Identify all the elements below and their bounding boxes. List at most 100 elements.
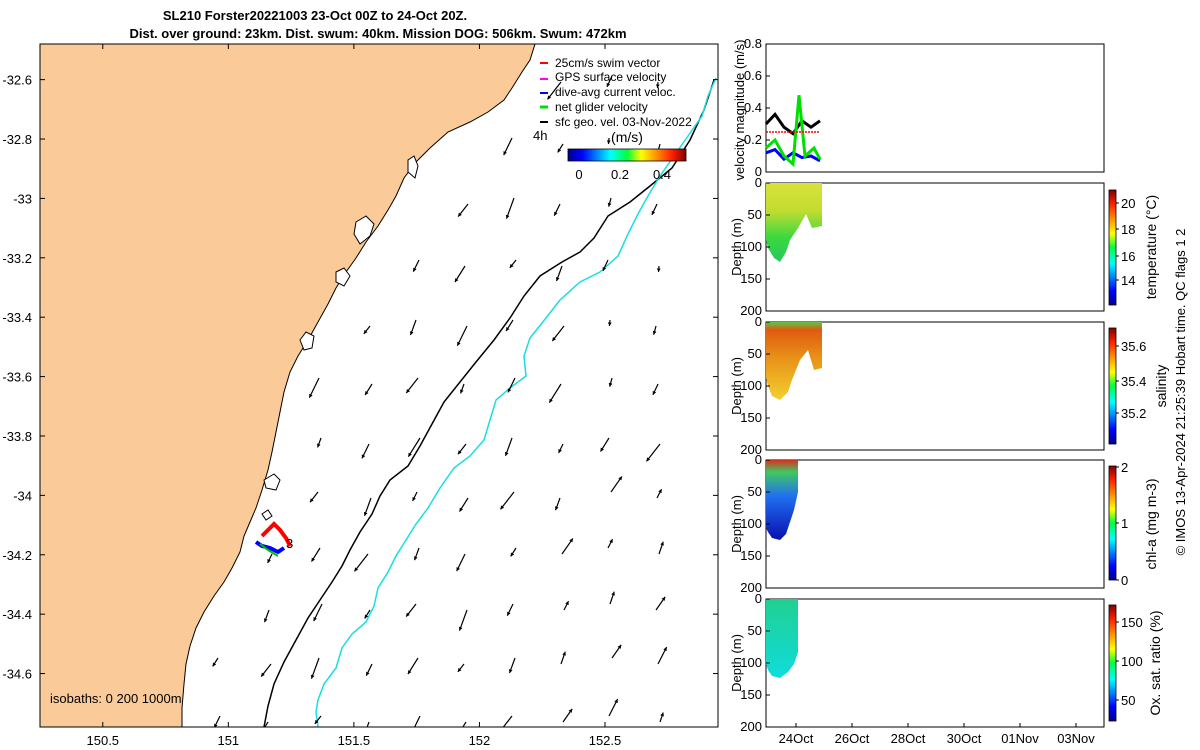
colorbar-tick-label: 18 (1121, 222, 1135, 237)
map-colorbar-tick: 0.4 (653, 167, 671, 182)
depth-tick-label: 0 (755, 452, 762, 467)
velocity-arrow-head (364, 614, 369, 619)
map-y-tick-label: -33.4 (2, 310, 32, 325)
map-x-axis: 150.5 151 151.5 152 152.5 (87, 44, 621, 748)
velocity-arrow-head (311, 557, 316, 562)
velocity-arrow-shaft (462, 721, 467, 727)
depth-tick-label: 0 (755, 175, 762, 190)
velocity-arrow-head (212, 662, 217, 667)
velocity-arrow-shaft (502, 715, 513, 727)
depth-tick-label: 0 (755, 314, 762, 329)
chlorophyll-colorbar (1108, 465, 1117, 581)
velocity-arrow-shaft (366, 721, 370, 727)
colorbar-tick-label: 150 (1121, 615, 1143, 630)
velocity-series (764, 95, 822, 168)
chart-title-line1: SL210 Forster20221003 23-Oct 00Z to 24-O… (163, 8, 467, 23)
legend-time-label: 4h (533, 128, 547, 143)
velocity-arrow-head (458, 212, 462, 217)
legend-item-net-glider-velocity: net glider velocity (555, 100, 648, 114)
map-x-tick-label: 152 (469, 733, 491, 748)
velocity-arrow-head (214, 723, 218, 727)
velocity-y-tick-label: 0 (755, 164, 762, 179)
track-label: 3 (286, 536, 293, 551)
colorbar-tick-label: 35.6 (1121, 339, 1146, 354)
velocity-arrow-head (608, 382, 613, 387)
velocity-arrow-head (410, 732, 413, 736)
velocity-arrow-head (413, 267, 417, 272)
velocity-arrow-head (504, 451, 509, 456)
time-tick-label: 01Nov (1001, 731, 1039, 746)
velocity-arrow-head (656, 268, 661, 272)
oxygen-section (766, 599, 798, 678)
velocity-arrow-head (607, 322, 612, 326)
time-tick-label: 26Oct (835, 731, 870, 746)
map-colorbar-gradient (567, 148, 687, 162)
temperature-colorbar-label: temperature (°C) (1143, 195, 1159, 299)
isobath-200m (263, 79, 715, 727)
depth-tick-label: 150 (740, 410, 762, 425)
velocity-arrow-head (655, 84, 660, 88)
map-colorbar-tick: 0 (575, 167, 582, 182)
velocity-arrow-head (565, 601, 569, 606)
surface-velocity-vectors (212, 75, 668, 736)
map-colorbar: (m/s) 0 0.2 0.4 (567, 129, 687, 182)
chlorophyll-panel: 0 50 100 150 200 Depth (m) 0 1 2 chl-a (mg m-3… (729, 452, 1159, 595)
map-frame (39, 43, 719, 728)
depth-tick-label: 200 (740, 719, 762, 734)
coastal-lake (299, 331, 315, 351)
depth-tick-label: 50 (748, 484, 762, 499)
colorbar-tick-label: 35.4 (1121, 374, 1146, 389)
oxygen-colorbar-label: Ox. sat. ratio (%) (1147, 610, 1163, 715)
map-y-tick-label: -33 (13, 191, 32, 206)
velocity-arrow-head (611, 591, 615, 596)
velocity-arrow-head (313, 617, 317, 622)
oxygen-ylabel: Depth (m) (729, 634, 744, 692)
salinity-colorbar-label: salinity (1153, 365, 1169, 408)
land-mass (40, 44, 536, 727)
velocity-arrow-head (406, 389, 410, 393)
velocity-arrow-shaft (413, 715, 421, 727)
velocity-arrow-head (606, 82, 611, 87)
time-tick-label: 24Oct (779, 731, 814, 746)
legend-item-swim-vector: 25cm/s swim vector (555, 56, 660, 70)
colorbar-tick-label: 50 (1121, 693, 1135, 708)
oxygen-colorbar-ticks: 50 100 150 (1116, 615, 1143, 708)
time-x-axis: 24Oct 26Oct 28Oct 30Oct 01Nov 03Nov (779, 723, 1095, 746)
colorbar-tick-label: 0 (1121, 573, 1128, 588)
salinity-ylabel: Depth (m) (729, 357, 744, 415)
velocity-arrow-shaft (505, 197, 515, 219)
map-y-tick-label: -34.2 (2, 548, 32, 563)
velocity-arrow-head (456, 567, 460, 572)
velocity-arrow-shaft (499, 491, 515, 510)
time-tick-label: 03Nov (1057, 731, 1095, 746)
salinity-panel: 0 50 100 150 200 Depth (m) 35.2 35.4 35.6 sali… (729, 314, 1169, 457)
velocity-arrow-head (503, 151, 507, 156)
velocity-arrow-head (363, 511, 368, 516)
depth-tick-label: 100 (740, 239, 762, 254)
velocity-arrow-head (555, 277, 560, 282)
map-x-tick-label: 151.5 (338, 733, 371, 748)
salinity-section (766, 322, 822, 400)
velocity-arrow-head (507, 611, 511, 616)
glider-track: 3 (254, 521, 293, 557)
velocity-arrow-shaft (308, 377, 320, 399)
map-y-axis: -32.6 -32.8 -33 -33.2 -33.4 -33.6 -33.8 -34 -34.… (2, 73, 718, 682)
velocity-arrow-shaft (645, 443, 661, 462)
velocity-arrow-head (658, 489, 662, 494)
legend-item-dive-avg-current: dive-avg current veloc. (555, 85, 676, 99)
depth-tick-label: 0 (755, 591, 762, 606)
velocity-arrow-head (407, 670, 412, 675)
velocity-arrow-head (552, 337, 556, 341)
velocity-arrow-head (263, 618, 268, 623)
map-y-tick-label: -33.6 (2, 370, 32, 385)
velocity-arrow-head (365, 391, 369, 396)
velocity-arrow-head (663, 647, 667, 652)
time-tick-label: 28Oct (891, 731, 926, 746)
coastal-lake (335, 267, 351, 287)
velocity-arrow-head (454, 278, 459, 283)
velocity-arrow-shaft (458, 609, 468, 631)
chlorophyll-colorbar-ticks: 0 1 2 (1116, 460, 1128, 588)
colorbar-tick-label: 2 (1121, 460, 1128, 475)
velocity-arrow-head (366, 671, 370, 676)
